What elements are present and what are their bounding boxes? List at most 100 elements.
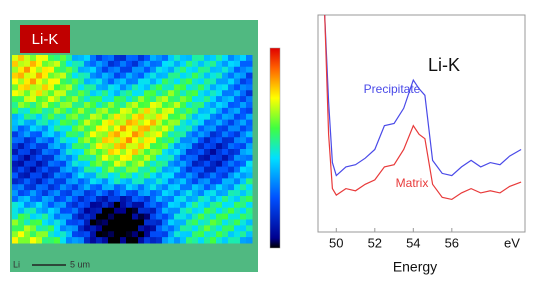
map-cell (90, 137, 97, 144)
map-cell (66, 231, 73, 238)
map-cell (120, 90, 127, 97)
map-cell (156, 143, 163, 150)
map-cell (246, 102, 253, 109)
map-cell (24, 113, 31, 121)
map-cell (24, 149, 31, 156)
map-cell (192, 231, 199, 238)
map-cell (24, 207, 31, 215)
map-cell (60, 131, 67, 138)
map-cell (186, 178, 193, 185)
map-cell (60, 166, 67, 173)
map-cell (108, 102, 115, 109)
map-cell (192, 131, 199, 138)
map-cell (78, 237, 85, 244)
map-cell (24, 55, 31, 62)
map-cell (48, 119, 55, 126)
map-cell (24, 96, 31, 103)
map-cell (204, 60, 211, 68)
map-cell (204, 78, 211, 85)
map-cell (168, 66, 175, 74)
map-cell (168, 137, 175, 144)
map-cell (216, 231, 223, 238)
map-cell (174, 60, 181, 68)
map-cell (96, 207, 103, 215)
map-cell (174, 90, 181, 97)
map-cell (84, 225, 91, 232)
map-cell (30, 60, 37, 68)
map-cell (204, 66, 211, 74)
map-cell (222, 90, 229, 97)
map-cell (174, 237, 181, 244)
map-cell (18, 137, 25, 144)
map-cell (102, 154, 109, 162)
x-axis-label: Energy (393, 259, 437, 275)
map-cell (150, 184, 157, 191)
map-cell (90, 237, 97, 244)
map-cell (18, 166, 25, 173)
map-cell (180, 172, 187, 179)
map-cell (90, 154, 97, 162)
map-cell (228, 72, 235, 79)
map-cell (78, 219, 85, 226)
map-cell (126, 154, 133, 162)
map-cell (120, 137, 127, 144)
map-cell (198, 160, 205, 168)
map-cell (108, 166, 115, 173)
map-cell (48, 137, 55, 144)
map-cell (18, 113, 25, 121)
map-cell (24, 172, 31, 179)
map-cell (132, 137, 139, 144)
map-cell (168, 196, 175, 203)
map-cell (204, 143, 211, 150)
map-cell (12, 72, 19, 79)
map-cell (144, 184, 151, 191)
map-cell (54, 219, 61, 226)
map-cell (84, 102, 91, 109)
map-cell (108, 60, 115, 68)
map-cell (72, 137, 79, 144)
map-cell (48, 154, 55, 162)
map-cell (18, 66, 25, 74)
map-cell (198, 107, 205, 115)
map-cell (30, 125, 37, 132)
map-cell (138, 166, 145, 173)
map-cell (24, 231, 31, 238)
map-cell (96, 102, 103, 109)
map-cell (174, 55, 181, 62)
map-cell (204, 225, 211, 232)
map-cell (24, 154, 31, 162)
map-cell (54, 90, 61, 97)
map-cell (96, 66, 103, 74)
map-cell (246, 201, 253, 209)
map-cell (222, 107, 229, 115)
map-cell (138, 178, 145, 185)
map-cell (48, 166, 55, 173)
map-cell (42, 184, 49, 191)
map-cell (48, 66, 55, 74)
map-cell (18, 154, 25, 162)
map-cell (114, 154, 121, 162)
map-cell (144, 113, 151, 121)
map-cell (78, 213, 85, 220)
map-cell (102, 137, 109, 144)
map-cell (84, 96, 91, 103)
map-cell (102, 219, 109, 226)
map-cell (132, 84, 139, 91)
map-cell (138, 102, 145, 109)
map-cell (180, 96, 187, 103)
map-cell (168, 107, 175, 115)
map-cell (78, 196, 85, 203)
map-cell (132, 96, 139, 103)
map-cell (132, 184, 139, 191)
map-cell (84, 207, 91, 215)
map-cell (54, 96, 61, 103)
map-cell (180, 149, 187, 156)
map-cell (126, 125, 133, 132)
map-cell (66, 149, 73, 156)
map-cell (192, 78, 199, 85)
map-cell (192, 96, 199, 103)
map-cell (138, 96, 145, 103)
map-cell (210, 90, 217, 97)
map-cell (150, 178, 157, 185)
map-cell (42, 160, 49, 168)
